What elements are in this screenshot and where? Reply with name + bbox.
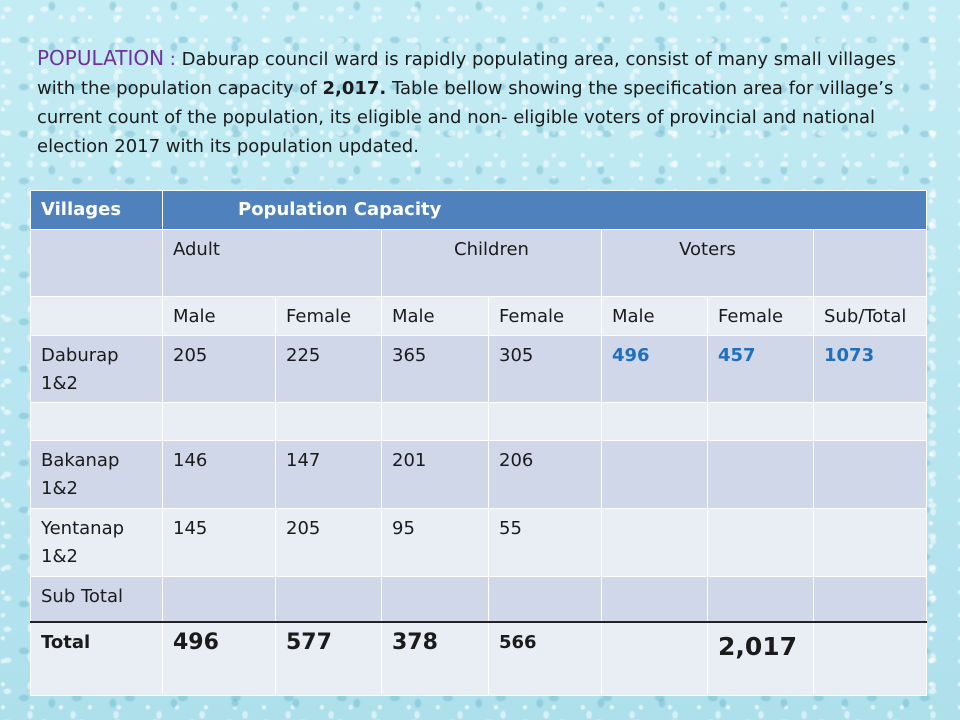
table-cell: 206 (488, 440, 602, 509)
empty-cell (381, 576, 489, 623)
intro-text-1: Daburap council ward is rapidly populati… (37, 49, 896, 99)
empty-cell (707, 440, 814, 509)
village-name: Bakanap 1&2 (30, 440, 163, 509)
empty-cell (601, 508, 708, 577)
table-cell: 145 (162, 508, 276, 577)
table-cell: 95 (381, 508, 489, 577)
empty-cell (30, 229, 163, 297)
empty-cell (601, 576, 708, 623)
village-name: Yentanap 1&2 (30, 508, 163, 577)
total-label: Total (30, 621, 163, 696)
table-cell: 225 (275, 335, 382, 403)
table-cell: 378 (381, 621, 489, 696)
group-header-row: Adult Children Voters (30, 229, 928, 297)
empty-cell (812, 508, 928, 577)
empty-cell (30, 296, 163, 336)
empty-cell (488, 402, 602, 441)
children-group-header: Children (381, 229, 602, 297)
empty-cell (275, 402, 382, 441)
table-row-subtotal: Sub Total (30, 576, 928, 623)
adult-male-header: Male (162, 296, 276, 336)
adult-group-header: Adult (162, 229, 382, 297)
population-capacity-header: Population Capacity (161, 190, 928, 230)
table-header-row: Villages Population Capacity (30, 190, 928, 230)
table-cell: 305 (488, 335, 602, 403)
table-row-yentanap: Yentanap 1&2 145 205 95 55 (30, 508, 928, 577)
empty-cell (601, 440, 708, 509)
grand-total: 2,017 (707, 621, 814, 696)
village-name: Daburap 1&2 (30, 335, 163, 403)
table-cell: 365 (381, 335, 489, 403)
population-table: Villages Population Capacity Adult Child… (30, 190, 928, 696)
voters-female-header: Female (707, 296, 814, 336)
intro-text-2: Table bellow showing the specification a… (37, 78, 894, 157)
empty-cell (162, 576, 276, 623)
table-cell: 496 (601, 335, 708, 403)
empty-cell (812, 621, 928, 696)
children-male-header: Male (381, 296, 489, 336)
table-cell: 201 (381, 440, 489, 509)
empty-cell (812, 402, 928, 441)
table-row-bakanap: Bakanap 1&2 146 147 201 206 (30, 440, 928, 509)
table-row-daburap: Daburap 1&2 205 225 365 305 496 457 1073 (30, 335, 928, 403)
table-cell: 457 (707, 335, 814, 403)
villages-header: Villages (30, 190, 163, 230)
voters-group-header: Voters (601, 229, 814, 297)
empty-cell (30, 402, 163, 441)
table-cell: 496 (162, 621, 276, 696)
subtotal-label: Sub Total (30, 576, 163, 623)
sub-header-row: Male Female Male Female Male Female Sub/… (30, 296, 928, 336)
adult-female-header: Female (275, 296, 382, 336)
empty-cell (162, 402, 276, 441)
empty-cell (707, 576, 814, 623)
empty-cell (601, 621, 708, 696)
table-cell: 205 (162, 335, 276, 403)
table-cell: 1073 (812, 335, 928, 403)
table-cell: 146 (162, 440, 276, 509)
empty-cell (812, 576, 928, 623)
children-female-header: Female (488, 296, 602, 336)
empty-cell (707, 508, 814, 577)
intro-colon: : (164, 49, 176, 70)
table-cell: 147 (275, 440, 382, 509)
empty-cell (812, 229, 928, 297)
table-cell: 566 (488, 621, 602, 696)
empty-cell (707, 402, 814, 441)
subtotal-header: Sub/Total (812, 296, 928, 336)
table-row-empty (30, 402, 928, 441)
empty-cell (275, 576, 382, 623)
table-row-total: Total 496 577 378 566 2,017 (30, 621, 928, 696)
empty-cell (812, 440, 928, 509)
intro-paragraph: POPULATION : Daburap council ward is rap… (37, 44, 932, 161)
voters-male-header: Male (601, 296, 708, 336)
table-cell: 55 (488, 508, 602, 577)
table-cell: 577 (275, 621, 382, 696)
table-cell: 205 (275, 508, 382, 577)
intro-heading: POPULATION (37, 46, 165, 70)
empty-cell (488, 576, 602, 623)
empty-cell (381, 402, 489, 441)
intro-capacity: 2,017. (322, 78, 387, 99)
empty-cell (601, 402, 708, 441)
